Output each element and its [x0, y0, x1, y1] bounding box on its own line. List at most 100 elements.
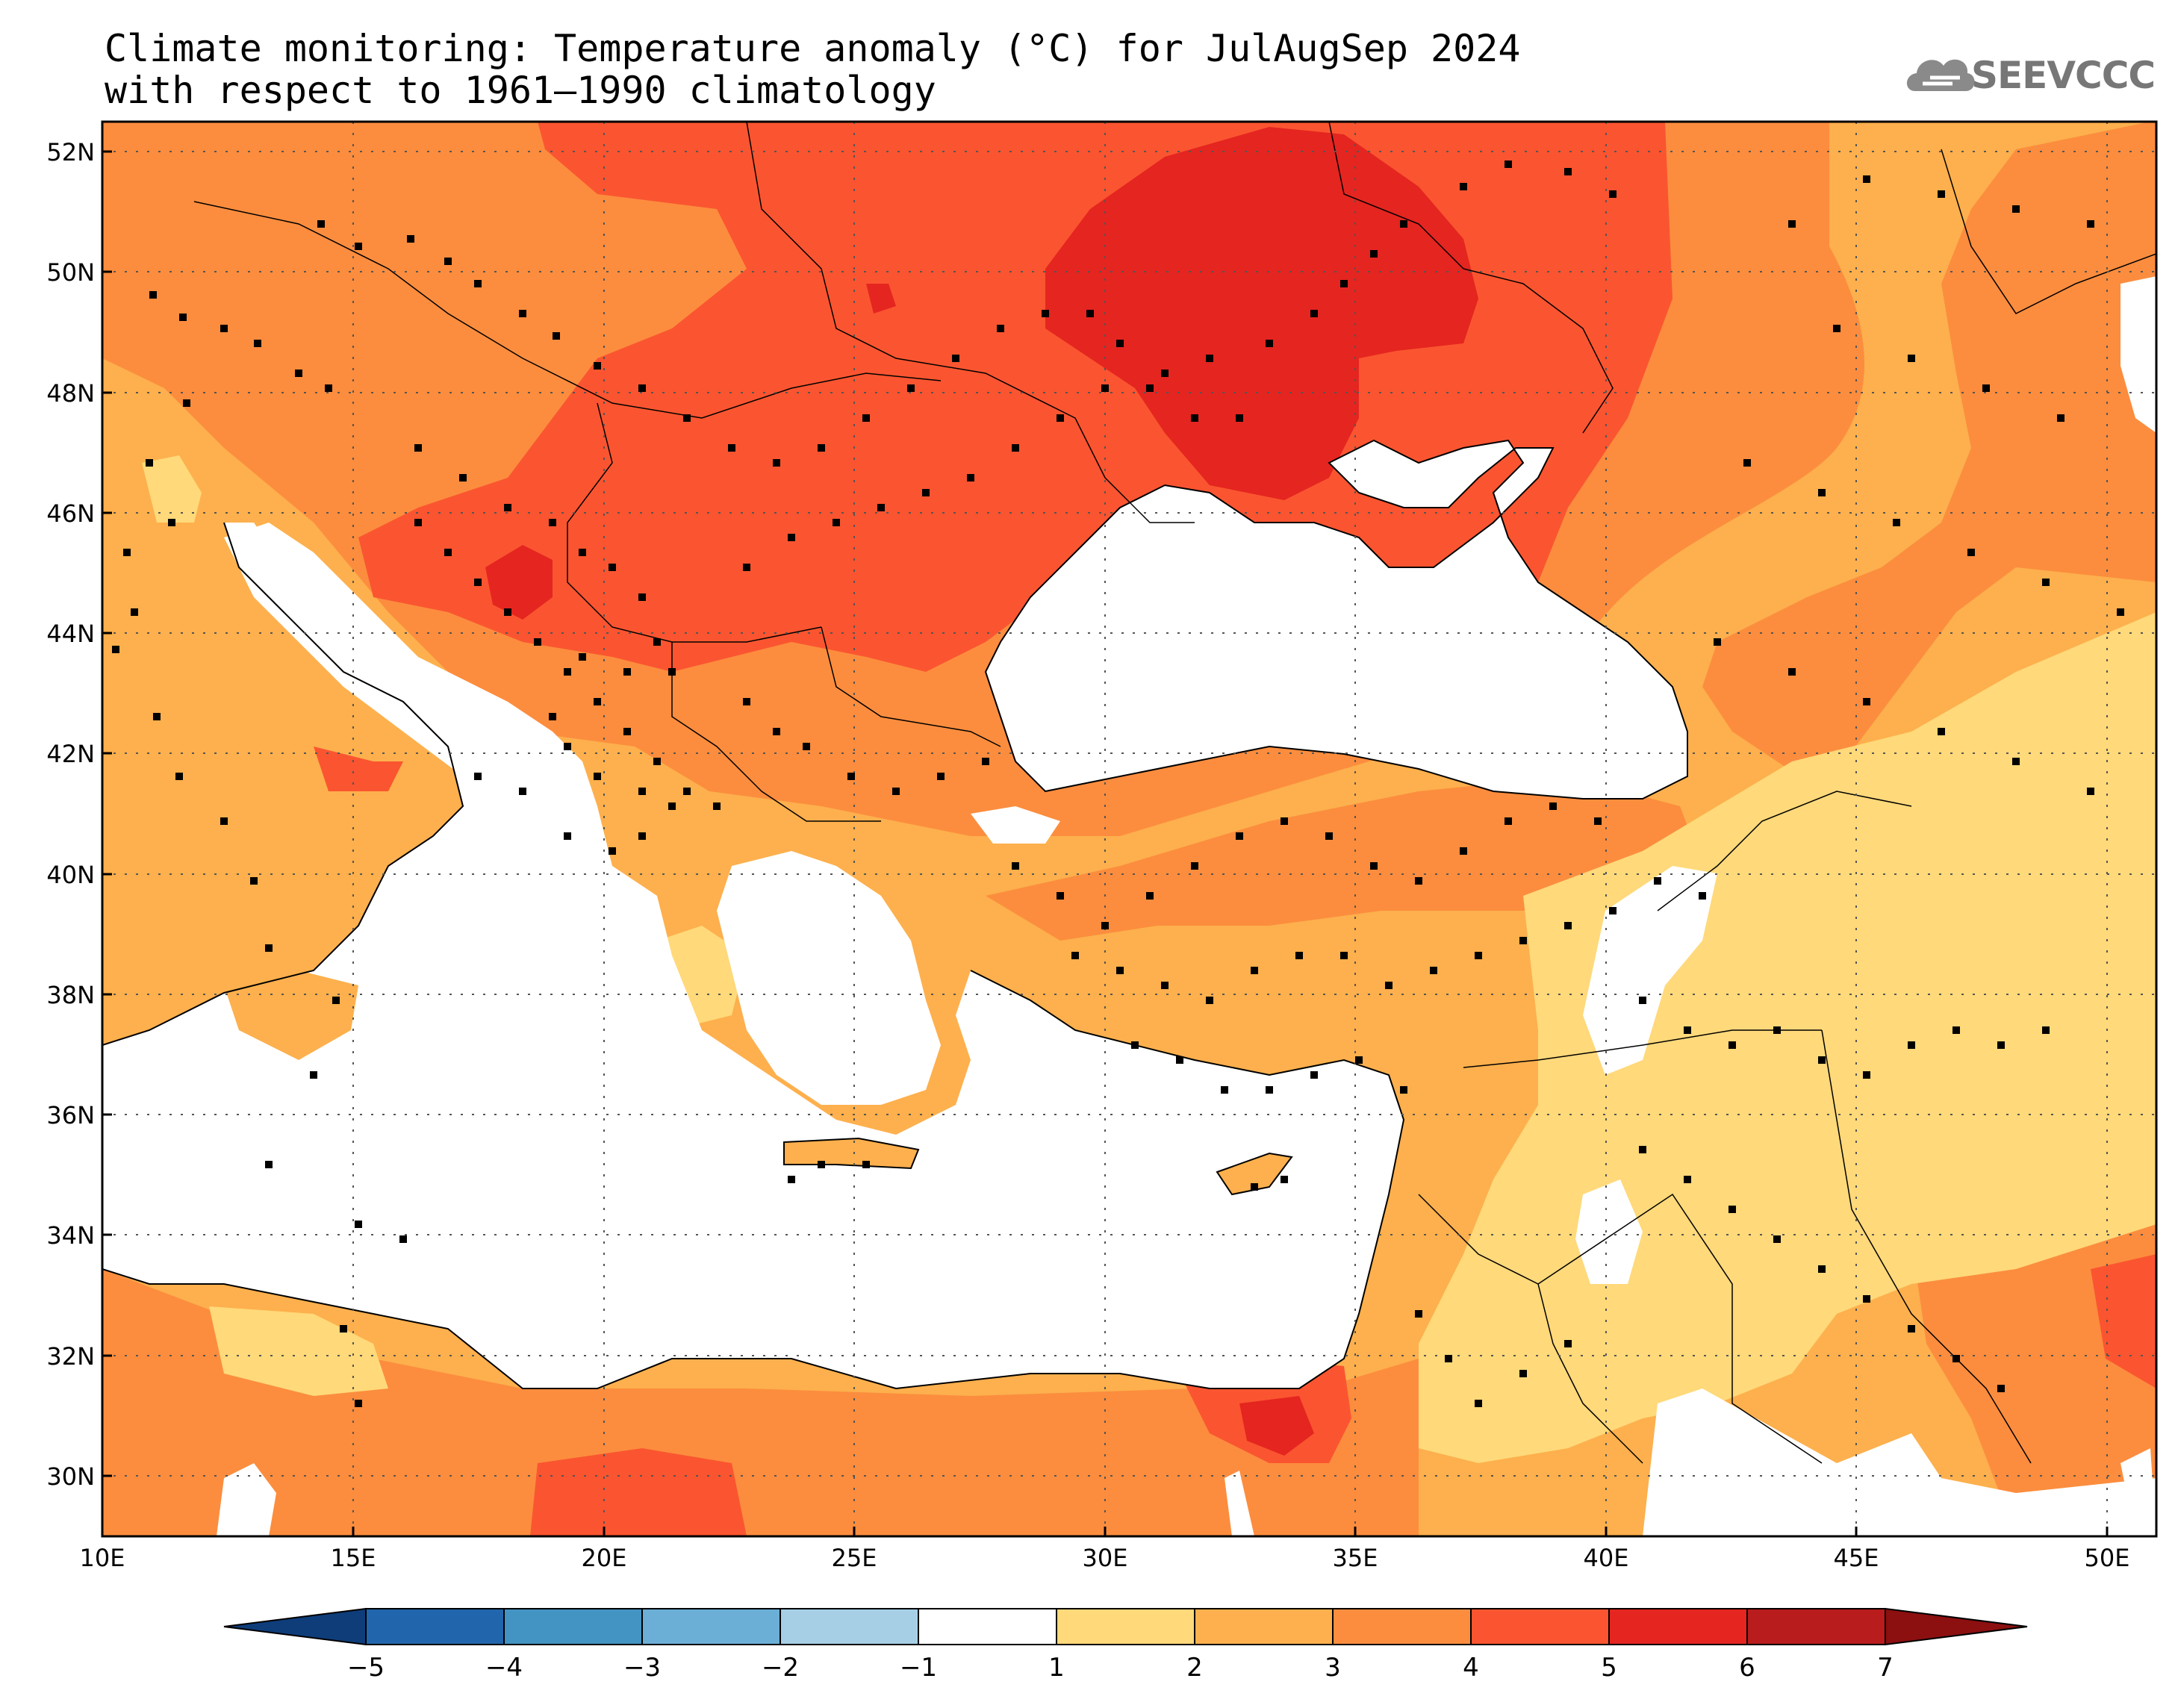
colorbar-label: 1: [1048, 1653, 1065, 1683]
anomaly-field-neutral-libya: [217, 1463, 276, 1536]
station-marker: [1101, 384, 1109, 392]
station-marker: [474, 773, 482, 780]
station-marker: [168, 519, 175, 526]
station-marker: [534, 638, 541, 646]
map-frame: [101, 120, 2158, 1538]
station-marker: [594, 698, 601, 705]
anomaly-field-1-2-italy: [142, 455, 202, 523]
station-marker: [1564, 1340, 1572, 1347]
lon-label: 45E: [1834, 1544, 1879, 1572]
station-marker: [325, 384, 332, 392]
station-marker: [519, 788, 526, 795]
anomaly-field-4-5-west: [314, 747, 403, 791]
station-marker: [1131, 1041, 1139, 1049]
station-marker: [1952, 1026, 1960, 1034]
anomaly-field-neutral-east: [1583, 866, 1717, 1075]
station-marker: [1505, 817, 1512, 825]
station-marker: [623, 728, 631, 735]
station-marker: [2012, 205, 2020, 213]
station-marker: [1415, 877, 1422, 885]
map-title-line-2: with respect to 1961–1990 climatology: [105, 69, 936, 112]
station-marker: [1206, 355, 1213, 362]
anomaly-field-5-6-sinai: [1239, 1396, 1314, 1456]
black-sea: [986, 440, 1687, 799]
colorbar-label: −1: [900, 1653, 937, 1683]
colorbar-segment: [1056, 1608, 1195, 1645]
station-marker: [146, 459, 153, 467]
colorbar-segment: [1194, 1608, 1334, 1645]
station-marker: [594, 773, 601, 780]
lat-label: 38N: [46, 981, 95, 1009]
colorbar-label: 7: [1877, 1653, 1894, 1683]
station-marker: [265, 1161, 273, 1168]
station-marker: [1086, 310, 1094, 317]
station-marker: [355, 243, 362, 250]
adriatic-sea: [224, 523, 582, 821]
lat-label: 30N: [46, 1462, 95, 1491]
colorbar-label: 5: [1601, 1653, 1617, 1683]
station-marker: [1863, 1295, 1870, 1303]
station-marker: [638, 832, 646, 840]
station-marker: [638, 384, 646, 392]
anomaly-field-3-4-south: [102, 1269, 1419, 1536]
station-marker: [623, 668, 631, 676]
station-marker: [340, 1325, 347, 1333]
colorbar-label: 6: [1739, 1653, 1755, 1683]
station-marker: [183, 399, 190, 407]
lat-label: 34N: [46, 1221, 95, 1250]
anomaly-field-neutral-gulf: [1643, 1388, 2156, 1536]
station-marker: [1295, 952, 1303, 959]
station-marker: [474, 579, 482, 586]
sicily: [224, 970, 358, 1060]
station-marker: [1430, 967, 1437, 974]
anomaly-field-3-4-turkey: [986, 776, 1702, 941]
station-marker: [1057, 892, 1064, 900]
station-marker: [1564, 922, 1572, 929]
colorbar-segment: [918, 1608, 1057, 1645]
station-marker: [254, 340, 261, 347]
station-marker: [504, 608, 511, 616]
station-marker: [1818, 489, 1826, 496]
map-panel: [102, 122, 2156, 1536]
station-marker: [2042, 579, 2050, 586]
station-marker: [1788, 220, 1796, 228]
station-marker: [414, 444, 422, 452]
station-marker: [952, 355, 959, 362]
station-marker: [1310, 1071, 1318, 1079]
station-marker: [803, 743, 810, 750]
station-marker: [399, 1235, 407, 1243]
station-marker: [668, 802, 676, 810]
station-marker: [1281, 1176, 1288, 1183]
station-marker: [1251, 1183, 1258, 1191]
colorbar-label: 4: [1463, 1653, 1479, 1683]
station-marker: [355, 1221, 362, 1228]
station-marker: [922, 489, 930, 496]
sea-of-marmara: [971, 806, 1060, 844]
cyprus: [1217, 1153, 1292, 1194]
station-marker: [1340, 280, 1348, 287]
station-marker: [1057, 414, 1064, 422]
station-marker: [1266, 1086, 1273, 1094]
station-marker: [220, 325, 228, 332]
station-marker: [1325, 832, 1333, 840]
station-marker: [609, 564, 616, 571]
cloud-icon: [1906, 59, 1975, 91]
station-marker: [1997, 1041, 2005, 1049]
station-marker: [131, 608, 138, 616]
station-marker: [1460, 183, 1467, 190]
station-marker: [175, 773, 183, 780]
lon-label: 25E: [832, 1544, 877, 1572]
station-marker: [1549, 802, 1557, 810]
station-marker: [1415, 1310, 1422, 1318]
station-marker: [1684, 1176, 1691, 1183]
anomaly-field-neutral-iraq: [1575, 1179, 1643, 1284]
station-marker: [1475, 952, 1482, 959]
station-marker: [553, 332, 560, 340]
station-marker: [1236, 414, 1243, 422]
station-marker: [1340, 952, 1348, 959]
station-marker: [1400, 1086, 1407, 1094]
lat-label: 42N: [46, 740, 95, 768]
station-marker: [683, 414, 691, 422]
lat-label: 40N: [46, 861, 95, 889]
station-marker: [1355, 1056, 1363, 1064]
